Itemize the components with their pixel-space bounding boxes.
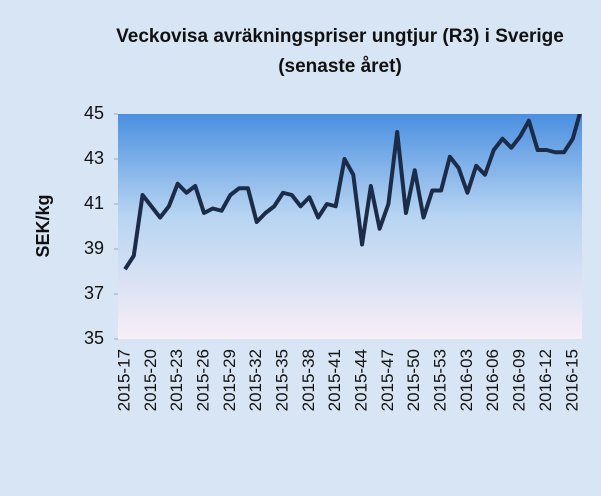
x-tick-label: 2016-06 — [483, 349, 502, 411]
x-tick-label: 2016-12 — [536, 349, 555, 411]
x-tick-label: 2015-44 — [352, 349, 371, 411]
x-tick-label: 2015-20 — [141, 349, 160, 411]
x-tick-label: 2016-15 — [562, 349, 581, 411]
y-tick-label: 39 — [84, 238, 104, 258]
x-tick-label: 2015-32 — [246, 349, 265, 411]
x-tick-label: 2015-50 — [404, 349, 423, 411]
x-tick-label: 2015-53 — [431, 349, 450, 411]
y-tick-label: 35 — [84, 328, 104, 348]
x-tick-label: 2016-09 — [510, 349, 529, 411]
y-tick-label: 41 — [84, 193, 104, 213]
x-tick-label: 2015-26 — [194, 349, 213, 411]
y-tick-label: 37 — [84, 283, 104, 303]
y-tick-label: 43 — [84, 148, 104, 168]
x-tick-label: 2015-29 — [220, 349, 239, 411]
x-tick-label: 2015-17 — [114, 349, 133, 411]
x-tick-label: 2015-47 — [378, 349, 397, 411]
x-tick-label: 2015-35 — [273, 349, 292, 411]
y-axis-label: SEK/kg — [33, 194, 53, 257]
x-tick-label: 2016-03 — [457, 349, 476, 411]
line — [123, 114, 582, 271]
y-tick-label: 45 — [84, 103, 104, 123]
x-tick-label: 2015-41 — [325, 349, 344, 411]
plot-area — [118, 114, 582, 339]
x-tick-label: 2015-38 — [299, 349, 318, 411]
x-tick-label: 2015-23 — [167, 349, 186, 411]
chart-title: Veckovisa avräkningspriser ungtjur (R3) … — [116, 26, 564, 77]
